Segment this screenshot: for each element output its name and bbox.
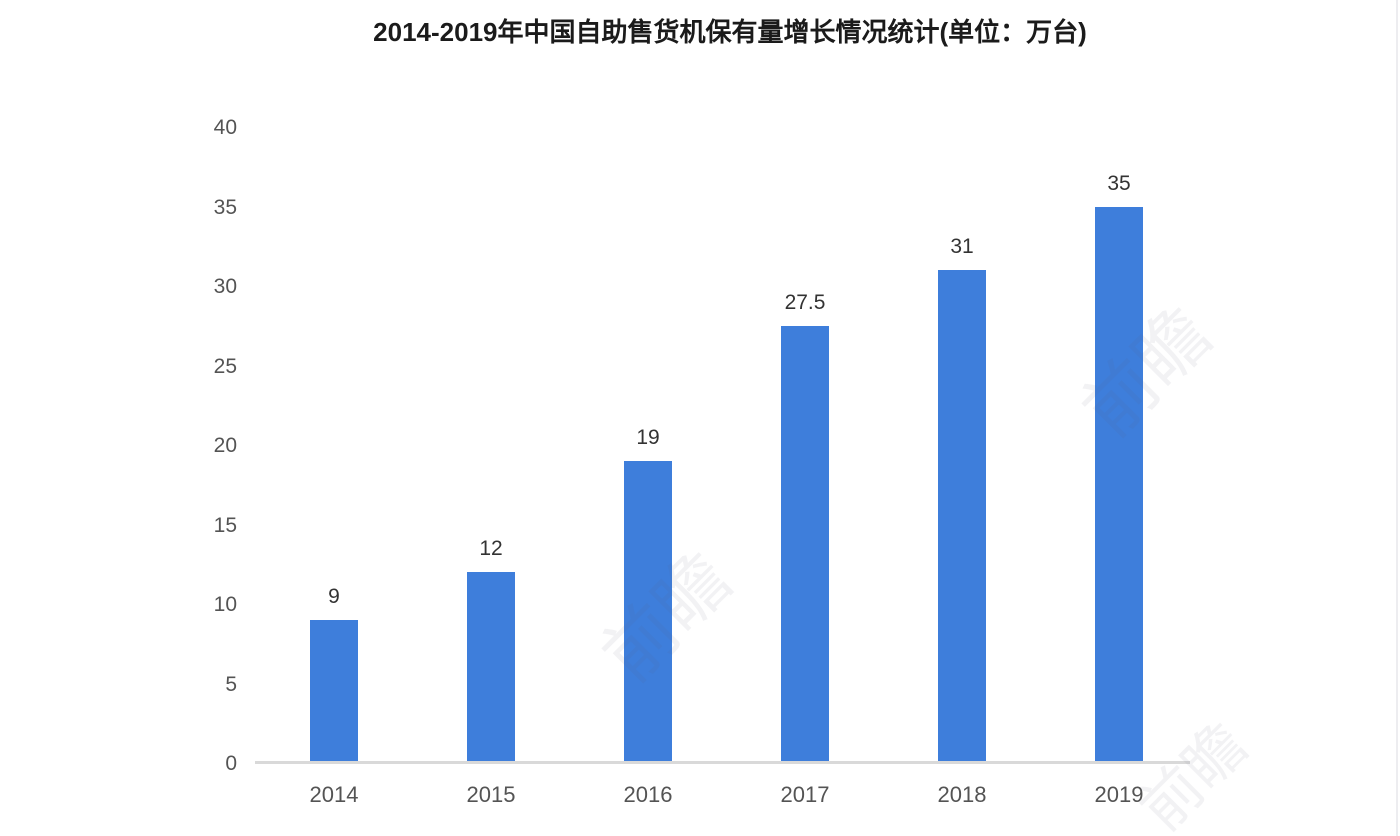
bar-value-label: 27.5 [784,290,826,314]
bar-2016 [624,460,672,763]
image-edge-line [1396,0,1398,836]
chart-title: 2014-2019年中国自助售货机保有量增长情况统计(单位：万台) [373,17,1087,47]
bar-2014 [310,619,358,763]
x-tick-label: 2019 [1094,782,1144,807]
y-tick-label: 15 [213,513,237,537]
bar-value-label: 12 [479,537,503,561]
bar-2019 [1095,206,1143,763]
bar-2017 [781,325,829,763]
y-tick-label: 35 [213,195,237,219]
y-tick-label: 40 [213,116,237,139]
y-tick-label: 5 [225,672,237,696]
x-tick-label: 2017 [780,782,830,807]
bar-2015 [467,572,515,763]
y-tick-label: 0 [225,752,237,775]
y-tick-label: 30 [213,275,237,298]
y-tick-label: 25 [213,354,237,378]
bar-value-label: 35 [1107,171,1131,195]
x-tick-label: 2018 [937,782,987,807]
y-tick-label: 20 [213,434,237,457]
bar-value-label: 19 [636,425,660,449]
x-axis-line [255,761,1190,764]
bar-value-label: 9 [328,584,340,608]
bar-value-label: 31 [950,235,974,259]
bar-2018 [938,270,986,763]
x-tick-label: 2015 [466,782,516,807]
x-tick-label: 2014 [309,782,359,807]
y-tick-label: 10 [213,593,237,616]
x-tick-label: 2016 [623,782,673,807]
